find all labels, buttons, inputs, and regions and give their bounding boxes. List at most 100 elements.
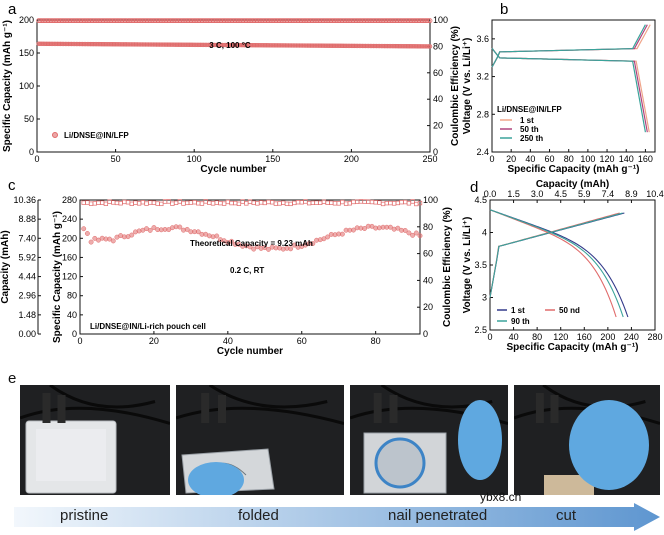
a-ce-point [44, 18, 49, 24]
a-ce-point [37, 18, 43, 24]
c-ce-point [166, 199, 171, 204]
stage-label-folded: folded [238, 507, 279, 524]
c-y0tick-label: 1.48 [18, 310, 36, 320]
a-ce-point [143, 18, 148, 24]
a-capacity-point [427, 44, 433, 49]
a-ce-point [237, 18, 243, 24]
a-ce-point [413, 18, 419, 24]
a-ce-point [168, 18, 174, 24]
c-y2-ytick-label: 40 [423, 275, 433, 285]
a-ce-point [149, 18, 155, 24]
a-y2label: Coulombic Efficiency (%) [450, 26, 461, 146]
d-ytick-label: 2.5 [474, 325, 487, 335]
a-ce-point [69, 18, 74, 24]
a-ce-point [243, 18, 249, 24]
b-ytick-label: 3.6 [476, 34, 489, 44]
a-ce-point [196, 18, 202, 24]
a-ce-point [139, 18, 145, 24]
c-capacity-point [339, 231, 345, 237]
a-ce-point [396, 18, 401, 24]
a-ce-point [400, 18, 406, 24]
a-ce-point [58, 18, 63, 24]
c-capacity-point [84, 231, 90, 236]
d-ytick-label: 3.5 [474, 260, 487, 270]
a-ce-point [88, 18, 93, 24]
a-ce-point [393, 18, 398, 24]
a-ce-point [295, 18, 301, 24]
a-ce-point [163, 18, 169, 24]
stage-label-nail-penetrated: nail penetrated [388, 507, 488, 524]
a-ce-point [70, 18, 76, 24]
a-ce-point [72, 18, 78, 24]
a-ce-point [75, 18, 81, 24]
a-ce-point [303, 18, 309, 24]
a-ce-point [185, 18, 191, 24]
c-ytick-label: 40 [67, 310, 77, 320]
b-xtick-label: 20 [506, 154, 516, 164]
photo-nail [350, 385, 508, 495]
a-ce-point [231, 18, 236, 24]
a-ce-point [165, 18, 170, 24]
a-y2-ytick-label: 0 [433, 147, 438, 157]
c-capacity-point [406, 230, 412, 236]
a-ce-point [210, 18, 216, 24]
a-ce-point [352, 18, 357, 24]
a-ce-point [172, 18, 178, 24]
a-ce-point [378, 18, 384, 24]
a-ce-point [391, 18, 397, 24]
a-ce-point [147, 18, 153, 24]
a-ce-point [94, 18, 100, 24]
a-ce-point [224, 18, 230, 24]
a-ce-point [253, 18, 258, 24]
a-ce-point [238, 18, 244, 24]
a-ce-point [205, 18, 211, 24]
a-ce-point [345, 18, 351, 24]
a-ce-point [361, 18, 367, 24]
c-capacity-point [325, 234, 331, 240]
a-ce-point [292, 18, 298, 24]
a-ce-point [77, 18, 82, 24]
b-legend-label: 1 st [520, 116, 534, 125]
a-ce-point [125, 18, 131, 24]
a-ce-point [394, 18, 400, 24]
a-ce-point [97, 18, 103, 24]
d-xtick-label: 240 [624, 332, 639, 342]
c-ce-point [417, 200, 423, 206]
panel-label-b: b [500, 1, 508, 18]
a-ce-point [80, 18, 85, 24]
a-ce-point [317, 18, 323, 24]
d-xtick-label: 280 [647, 332, 662, 342]
a-ce-point [286, 18, 291, 24]
a-ce-point [53, 18, 59, 24]
c-capacity-point [266, 246, 271, 252]
a-ce-point [363, 18, 368, 24]
d-ytick-label: 4.5 [474, 195, 487, 205]
panel-b: b 0 20 40 60 80 100 120 140 160 2.4 2.8 3.2 3.6 Specif… [462, 1, 656, 175]
a-ce-point [66, 18, 71, 24]
a-ce-point [323, 18, 329, 24]
a-ce-point [78, 18, 84, 24]
a-ce-point [64, 18, 70, 24]
a-ce-point [388, 18, 394, 24]
a-ce-point [267, 18, 273, 24]
a-ce-point [421, 18, 427, 24]
a-ce-point [150, 18, 156, 24]
a-ce-point [293, 18, 299, 24]
a-y2-ytick-label: 20 [433, 121, 443, 131]
c-ytick-label: 200 [62, 233, 77, 243]
photo-cut [514, 385, 660, 495]
d-x2tick-label: 10.4 [646, 189, 664, 199]
a-ce-point [212, 18, 218, 24]
b-xtick-label: 140 [619, 154, 634, 164]
c-y2-ytick-label: 80 [423, 222, 433, 232]
a-ce-point [73, 18, 79, 24]
c-capacity-point [129, 232, 135, 238]
a-ce-point [375, 18, 381, 24]
a-ce-point [187, 18, 192, 24]
a-ce-point [422, 18, 428, 24]
c-capacity-point [417, 233, 423, 239]
a-ce-point [133, 18, 139, 24]
a-ce-point [130, 18, 136, 24]
c-capacity-point [402, 228, 408, 233]
a-ce-point [287, 18, 293, 24]
